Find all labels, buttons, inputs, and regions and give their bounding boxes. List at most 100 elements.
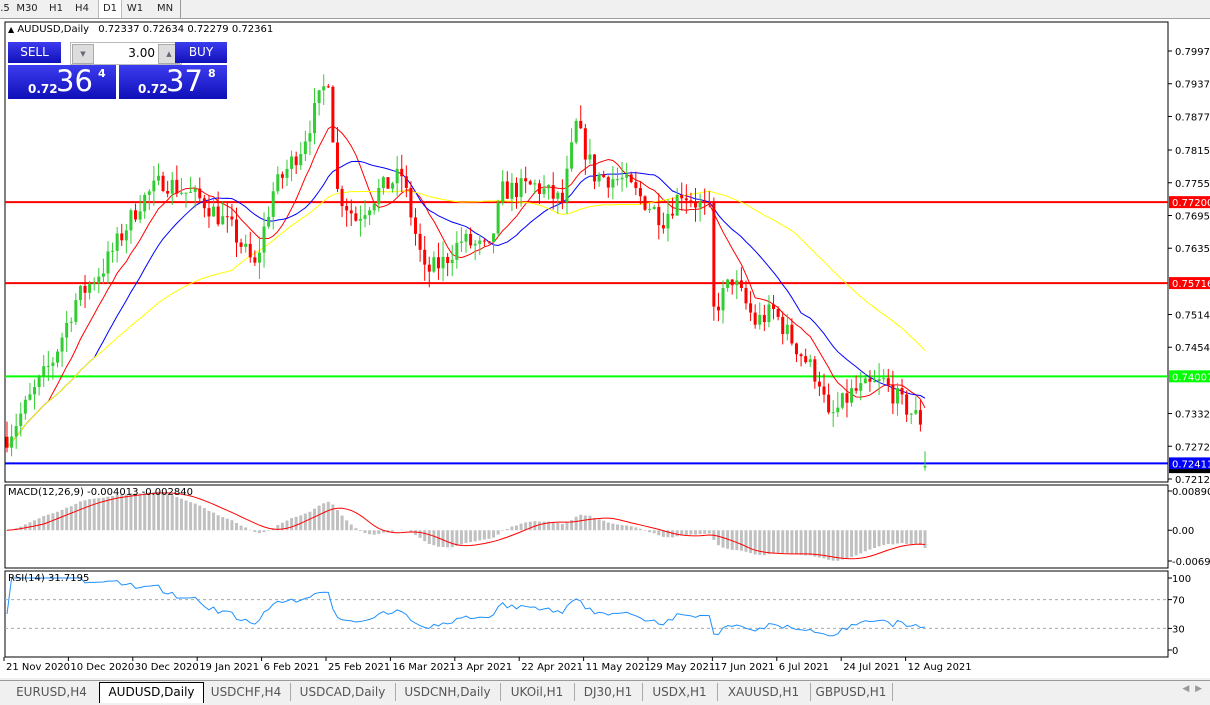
- macd-histogram-bar: [505, 528, 509, 531]
- macd-histogram-bar: [423, 530, 427, 542]
- macd-histogram-bar: [313, 508, 317, 531]
- macd-histogram-bar: [147, 492, 151, 531]
- time-tick-label: 17 Jun 2021: [714, 662, 774, 673]
- candle-body: [414, 217, 418, 234]
- candle-body: [92, 283, 96, 285]
- macd-histogram-bar: [198, 505, 202, 531]
- macd-histogram-bar: [317, 505, 321, 531]
- timeframe-D1[interactable]: D1: [98, 0, 122, 18]
- candle-body: [895, 388, 899, 404]
- macd-histogram-bar: [694, 530, 697, 535]
- macd-histogram-bar: [900, 530, 904, 544]
- macd-histogram-bar: [570, 520, 574, 531]
- tab-scroll-arrows-icon[interactable]: ◀ ▶: [1182, 684, 1202, 694]
- macd-histogram-bar: [638, 528, 642, 531]
- timeframe-M30[interactable]: M30: [16, 3, 38, 14]
- collapse-triangle-icon[interactable]: ▲: [8, 25, 15, 34]
- macd-histogram-bar: [322, 503, 326, 531]
- price-tick-label: 0.72725: [1175, 442, 1210, 453]
- candle-body: [877, 379, 881, 382]
- candle-body: [464, 233, 468, 242]
- macd-histogram-bar: [730, 530, 734, 550]
- timeframe-H4[interactable]: H4: [75, 3, 89, 14]
- chart-tab[interactable]: USDCAD,Daily: [290, 683, 396, 701]
- chart-tab[interactable]: AUDUSD,Daily: [99, 682, 204, 703]
- candle-body: [138, 211, 142, 220]
- symbol-label: AUDUSD,Daily: [17, 24, 90, 35]
- candle-body: [198, 188, 202, 199]
- candle-body: [372, 203, 376, 211]
- candle-body: [524, 178, 528, 182]
- candle-body: [262, 226, 266, 253]
- candle-body: [106, 251, 110, 274]
- candle-body: [602, 174, 606, 178]
- sell-button[interactable]: SELL: [8, 42, 61, 63]
- candle-body: [703, 201, 707, 203]
- chart-tab[interactable]: EURUSD,H4: [4, 683, 100, 701]
- rsi-pane[interactable]: [4, 570, 1169, 658]
- macd-histogram-bar: [510, 526, 514, 531]
- lot-decrease-icon[interactable]: ▼: [72, 44, 94, 64]
- candle-body: [680, 194, 684, 199]
- chart-tab[interactable]: USDCNH,Daily: [395, 683, 501, 701]
- candle-body: [597, 174, 601, 182]
- candle-body: [629, 174, 633, 183]
- sell-price-button[interactable]: 0.72 36 4: [8, 65, 116, 99]
- macd-histogram-bar: [5, 530, 9, 531]
- timeframe-5[interactable]: .5: [0, 3, 10, 14]
- macd-histogram-bar: [772, 530, 776, 554]
- macd-histogram-bar: [684, 530, 688, 535]
- price-line-label-bg: [1169, 277, 1210, 290]
- macd-histogram-bar: [863, 530, 867, 552]
- candle-body: [193, 188, 197, 192]
- macd-histogram-bar: [189, 502, 193, 531]
- lot-value[interactable]: 3.00: [128, 46, 155, 60]
- chart-tab[interactable]: XAUUSD,H1: [717, 683, 811, 701]
- rsi-line: [6, 577, 926, 637]
- chart-tab[interactable]: USDCHF,H4: [202, 683, 291, 701]
- macd-signal-line: [6, 492, 926, 560]
- macd-histogram-bar: [882, 530, 886, 545]
- timeframe-toolbar: .5 M30 H1 H4 D1 W1 MN: [0, 0, 1210, 19]
- macd-histogram-bar: [221, 517, 225, 531]
- macd-histogram-bar: [657, 530, 661, 536]
- buy-button[interactable]: BUY: [175, 42, 227, 63]
- timeframe-W1[interactable]: W1: [126, 3, 144, 14]
- candle-body: [496, 202, 500, 234]
- timeframe-H1[interactable]: H1: [49, 3, 63, 14]
- time-tick-label: 30 Dec 2020: [135, 662, 199, 673]
- chart-tab[interactable]: DJ30,H1: [574, 683, 643, 701]
- macd-histogram-bar: [469, 530, 473, 543]
- timeframe-MN[interactable]: MN: [156, 3, 174, 14]
- price-tick-label: 0.76955: [1175, 211, 1210, 222]
- macd-histogram-bar: [749, 530, 753, 554]
- macd-histogram-bar: [602, 520, 606, 531]
- candle-body: [248, 243, 252, 258]
- candle-body: [808, 359, 812, 363]
- candle-body: [726, 279, 730, 288]
- macd-histogram-bar: [873, 530, 877, 548]
- macd-histogram-bar: [739, 530, 743, 551]
- price-line-label: 0.75716: [1172, 279, 1210, 290]
- chart-tab[interactable]: USDX,H1: [642, 683, 718, 701]
- candle-body: [473, 243, 477, 246]
- buy-price-button[interactable]: 0.72 37 8: [119, 65, 227, 99]
- macd-histogram-bar: [666, 530, 670, 538]
- lot-size-field[interactable]: ▼ 3.00 ▲: [70, 42, 182, 65]
- candle-body: [661, 225, 665, 229]
- chart-tab[interactable]: UKOil,H1: [500, 683, 575, 701]
- candle-body: [914, 410, 918, 414]
- lot-increase-icon[interactable]: ▲: [158, 44, 180, 64]
- macd-histogram-bar: [776, 530, 780, 553]
- macd-histogram-bar: [827, 530, 831, 560]
- time-tick-label: 3 Apr 2021: [457, 662, 512, 673]
- candle-body: [721, 287, 725, 311]
- candle-body: [152, 180, 156, 192]
- macd-histogram-bar: [487, 530, 491, 539]
- candle-body: [560, 192, 564, 203]
- chart-tab[interactable]: GBPUSD,H1: [810, 683, 893, 701]
- price-line-label-bg: [1169, 457, 1210, 470]
